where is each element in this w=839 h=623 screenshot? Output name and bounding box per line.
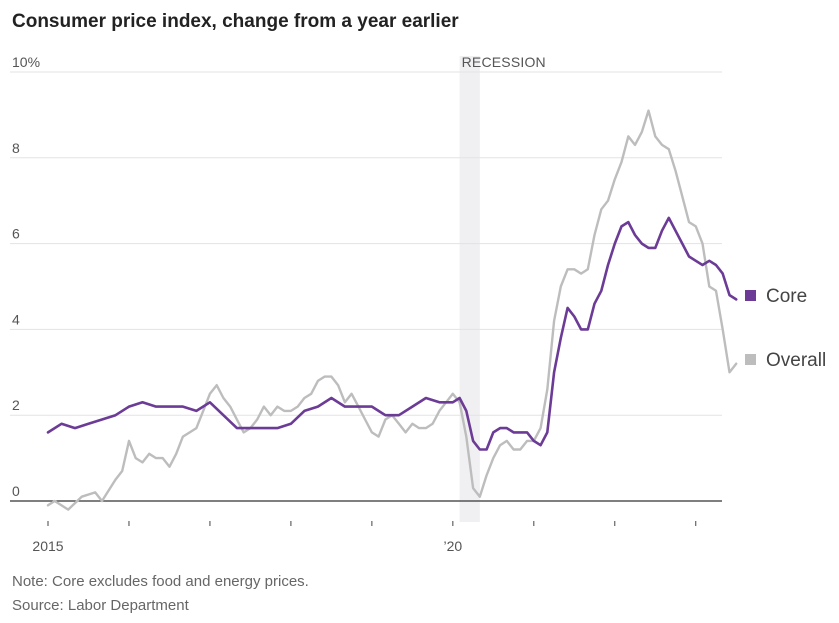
series-lines [46, 109, 738, 511]
recession-band-group: RECESSION [459, 54, 546, 522]
x-axis: 2015 ’20 [32, 521, 697, 554]
x-tick-label: 2015 [32, 538, 63, 554]
y-tick-label: 2 [12, 397, 20, 413]
legend: Core Overall [745, 286, 826, 371]
recession-band [459, 56, 480, 522]
footnote: Note: Core excludes food and energy pric… [12, 573, 309, 590]
source-note: Source: Labor Department [12, 597, 190, 614]
gridlines: 0 2 4 6 8 10% [10, 54, 722, 502]
legend-swatch-core [745, 290, 756, 301]
y-tick-label: 10% [12, 54, 40, 70]
recession-label: RECESSION [462, 54, 546, 70]
legend-swatch-overall [745, 354, 756, 365]
series-line-core [46, 216, 738, 451]
legend-label-core: Core [766, 286, 807, 307]
x-tick-label: ’20 [444, 538, 463, 554]
chart-title: Consumer price index, change from a year… [12, 11, 459, 32]
legend-label-overall: Overall [766, 350, 826, 371]
series-line-overall [46, 109, 738, 511]
y-tick-label: 8 [12, 140, 20, 156]
y-tick-label: 6 [12, 226, 20, 242]
y-tick-label: 4 [12, 311, 20, 327]
y-tick-label: 0 [12, 483, 20, 499]
